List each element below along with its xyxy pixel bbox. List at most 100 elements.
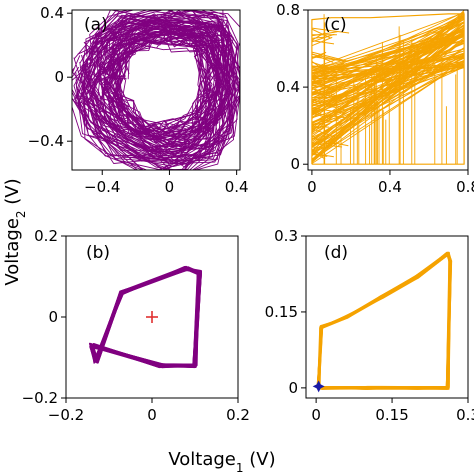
- y-tick-label-c: 0: [290, 155, 300, 173]
- series-line-c: [311, 27, 465, 99]
- x-tick-label-a: 0: [165, 178, 175, 196]
- series-line-a: [86, 31, 231, 153]
- series-line-c: [311, 64, 331, 68]
- series-line-a: [73, 10, 235, 170]
- marker-b: [146, 311, 158, 323]
- y-tick-label-a: −0.4: [28, 132, 64, 150]
- y-tick-label-d: 0.15: [265, 303, 298, 321]
- series-line-c: [311, 101, 349, 112]
- plot-area-a: [72, 10, 240, 170]
- y-tick-label-a: 0.4: [40, 4, 64, 22]
- series-line-c: [311, 36, 326, 39]
- series-line-a: [72, 19, 233, 160]
- y-tick-label-b: 0: [48, 308, 58, 326]
- x-tick-label-d: 0.15: [375, 406, 408, 424]
- series-line-c: [311, 13, 465, 165]
- series-line-c: [311, 56, 344, 62]
- panel-d: 0 0.15 0.3 0 0.15 0.3 (d): [265, 227, 474, 424]
- series-line-c: [311, 34, 465, 112]
- series-line-d: [318, 252, 453, 389]
- series-line-c: [311, 142, 336, 145]
- plot-area-b: [89, 265, 202, 369]
- series-line-a: [79, 10, 240, 170]
- x-tick-label-a: −0.4: [84, 178, 120, 196]
- x-axis-label: Voltage1 (V): [168, 449, 275, 474]
- series-line-c: [311, 123, 324, 125]
- series-line-c: [311, 53, 334, 63]
- x-tick-label-d: 0: [311, 406, 321, 424]
- series-line-c: [311, 73, 349, 77]
- x-tick-label-c: 0.8: [456, 178, 474, 196]
- series-line-d: [319, 253, 452, 390]
- series-line-c: [311, 51, 348, 62]
- y-tick-label-d: 0.3: [274, 227, 298, 245]
- axes-frame-d: [305, 235, 469, 399]
- series-line-c: [311, 82, 336, 89]
- series-line-c: [311, 40, 335, 45]
- y-tick-label-b: 0.2: [34, 227, 58, 245]
- series-line-a: [104, 34, 218, 141]
- series-line-c: [311, 128, 337, 139]
- series-line-c: [311, 96, 349, 99]
- panel-label-a: (a): [84, 15, 108, 35]
- x-tick-label-b: 0.2: [226, 406, 250, 424]
- x-tick-label-b: 0: [147, 406, 157, 424]
- panel-b: −0.2 0 0.2 −0.2 0 0.2 (b): [22, 227, 250, 424]
- series-line-c: [311, 107, 345, 114]
- series-line-c: [311, 149, 327, 157]
- series-line-c: [311, 19, 465, 72]
- series-line-c: [311, 146, 331, 152]
- series-line-c: [311, 80, 322, 85]
- series-line-c: [311, 64, 465, 96]
- series-line-c: [311, 50, 465, 114]
- series-line-c: [311, 17, 465, 119]
- series-line-a: [80, 19, 235, 155]
- series-line-c: [311, 27, 350, 34]
- series-line-a: [95, 21, 225, 148]
- series-line-c: [311, 143, 343, 148]
- x-tick-label-a: 0.4: [225, 178, 249, 196]
- plot-area-c: [311, 10, 465, 165]
- series-line-b: [90, 269, 200, 368]
- series-line-c: [311, 77, 333, 81]
- series-line-c: [311, 21, 465, 146]
- series-line-a: [108, 33, 217, 139]
- series-line-a: [90, 21, 225, 148]
- series-line-a: [107, 32, 203, 135]
- series-line-c: [311, 63, 465, 94]
- series-line-c: [311, 137, 349, 147]
- panel-label-b: (b): [86, 243, 110, 263]
- series-line-a: [103, 27, 220, 144]
- series-line-c: [311, 67, 323, 78]
- series-line-c: [311, 12, 465, 69]
- series-line-c: [311, 112, 331, 120]
- series-line-c: [311, 123, 330, 130]
- y-tick-label-d: 0: [288, 379, 298, 397]
- x-tick-label-b: −0.2: [48, 406, 84, 424]
- panel-c: 0 0.4 0.8 0 0.4 0.8 (c): [276, 1, 474, 196]
- marker-d: [312, 380, 325, 393]
- series-line-c: [311, 33, 335, 43]
- series-line-c: [311, 31, 338, 37]
- series-line-c: [311, 54, 465, 147]
- series-line-c: [311, 115, 343, 126]
- series-line-a: [87, 22, 224, 165]
- x-tick-label-d: 0.3: [456, 406, 474, 424]
- y-tick-label-a: 0: [54, 68, 64, 86]
- series-line-c: [311, 47, 465, 162]
- x-tick-label-c: 0.4: [378, 178, 402, 196]
- series-line-c: [311, 103, 340, 107]
- series-line-c: [311, 110, 328, 118]
- series-line-c: [311, 61, 324, 70]
- plot-area-d: [316, 251, 453, 390]
- series-line-c: [311, 87, 338, 97]
- series-line-a: [77, 10, 239, 162]
- panel-a: −0.4 0 0.4 −0.4 0 0.4 (a): [28, 4, 249, 196]
- panel-label-c: (c): [324, 15, 347, 35]
- series-line-c: [311, 48, 465, 93]
- series-line-c: [311, 84, 338, 91]
- series-line-c: [311, 99, 346, 109]
- axes-frame-a: [71, 9, 241, 171]
- y-tick-label-b: −0.2: [22, 389, 58, 407]
